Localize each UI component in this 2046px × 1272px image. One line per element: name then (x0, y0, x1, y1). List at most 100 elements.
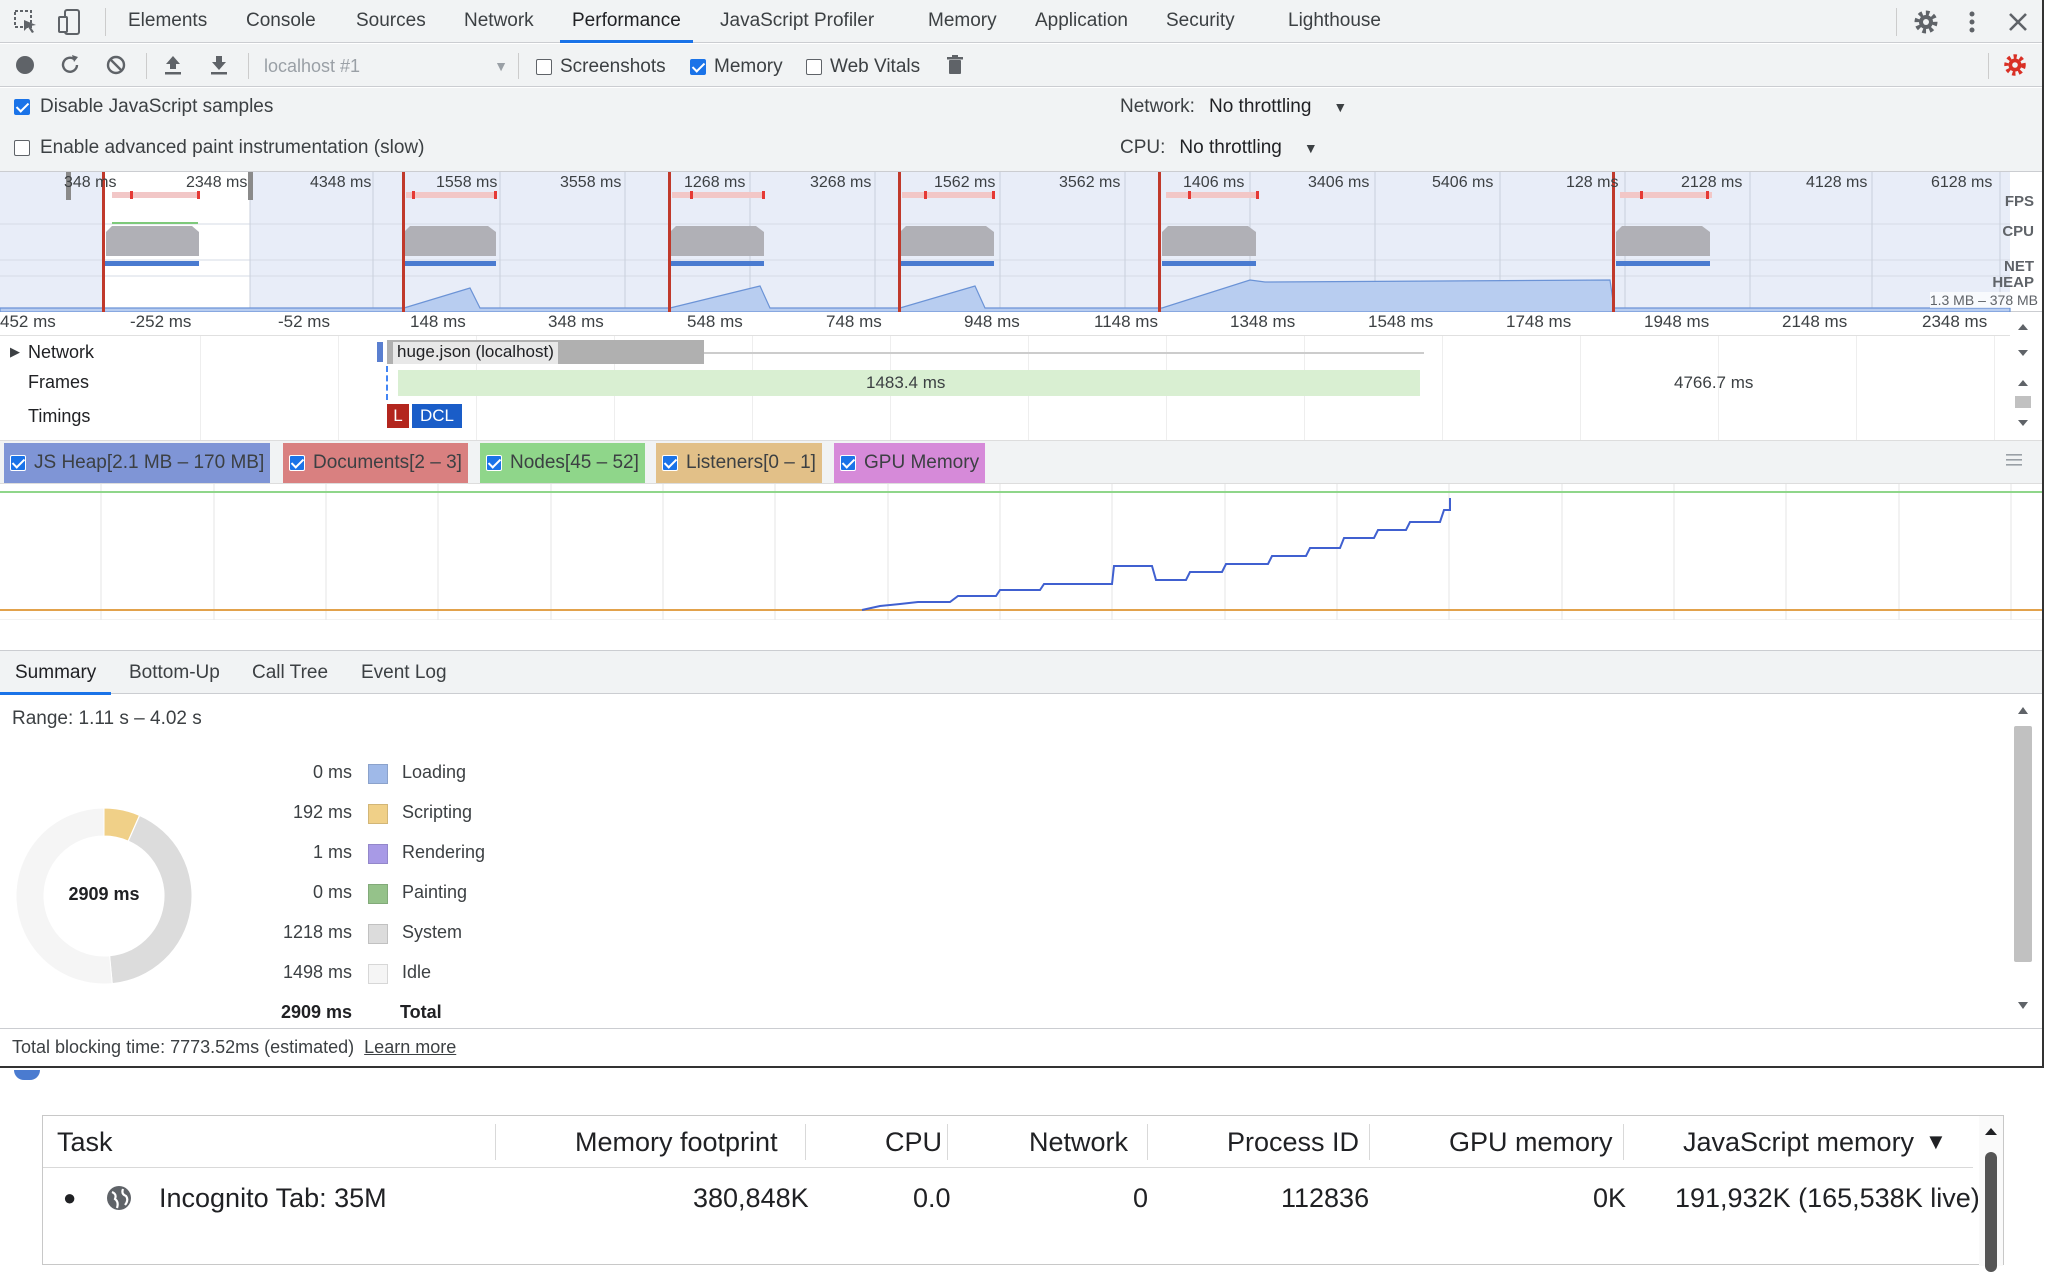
target-select[interactable]: localhost #1 ▼ (264, 53, 508, 79)
more-options-icon[interactable] (1958, 8, 1986, 36)
checkbox-checked[interactable] (14, 99, 30, 115)
legend-swatch (368, 764, 388, 784)
memory-checkbox[interactable]: Memory (690, 55, 783, 79)
tab-event-log[interactable]: Event Log (361, 662, 447, 683)
scroll-up-icon[interactable] (2016, 704, 2030, 716)
clear-icon[interactable] (103, 52, 129, 78)
tracks-scrollbar[interactable] (2012, 316, 2034, 440)
column-process-id[interactable]: Process ID (1227, 1127, 1360, 1157)
legend-value: 1218 ms (282, 922, 352, 942)
download-profile-icon[interactable] (206, 52, 232, 78)
tab-summary[interactable]: Summary (0, 651, 112, 695)
scroll-down-icon[interactable] (2016, 1000, 2030, 1012)
checkbox-unchecked[interactable] (536, 59, 552, 75)
record-icon[interactable] (12, 52, 38, 78)
memory-label: Memory (714, 56, 783, 77)
column-divider (947, 1124, 948, 1160)
tab-sources[interactable]: Sources (356, 10, 426, 31)
tab-network[interactable]: Network (464, 10, 534, 31)
devtools-window: Elements Console Sources Network Perform… (0, 0, 2044, 1068)
tab-call-tree[interactable]: Call Tree (252, 662, 329, 683)
column-gpu-memory[interactable]: GPU memory (1449, 1127, 1613, 1157)
task-name: Incognito Tab: 35M (159, 1183, 387, 1213)
checkbox-checked[interactable] (289, 455, 305, 471)
advanced-paint-checkbox[interactable]: Enable advanced paint instrumentation (s… (14, 137, 424, 159)
checkbox-unchecked[interactable] (806, 59, 822, 75)
drag-handle-icon[interactable] (2006, 453, 2022, 467)
column-cpu[interactable]: CPU (885, 1127, 943, 1157)
checkbox-checked[interactable] (10, 455, 26, 471)
counter-js-heap[interactable]: JS Heap[2.1 MB – 170 MB] (4, 443, 271, 483)
close-devtools-icon[interactable] (2004, 8, 2032, 36)
memory-counters-bar: JS Heap[2.1 MB – 170 MB] Documents[2 – 3… (0, 440, 2042, 484)
network-track-label[interactable]: Network (28, 342, 95, 362)
checkbox-checked[interactable] (690, 59, 706, 75)
ruler-tick: 1748 ms (1506, 312, 1572, 331)
web-vitals-checkbox[interactable]: Web Vitals (806, 55, 920, 79)
tab-bottom-up[interactable]: Bottom-Up (129, 662, 220, 683)
column-memory-footprint[interactable]: Memory footprint (575, 1127, 778, 1157)
tab-lighthouse[interactable]: Lighthouse (1288, 10, 1381, 31)
load-event-marker[interactable]: L (387, 404, 409, 428)
counter-gpu-memory[interactable]: GPU Memory (834, 443, 986, 483)
column-divider (1369, 1124, 1370, 1160)
tab-elements[interactable]: Elements (128, 10, 208, 31)
reload-record-icon[interactable] (57, 52, 83, 78)
frame-bar[interactable] (398, 370, 1420, 396)
sort-descending-icon[interactable]: ▼ (1925, 1129, 1947, 1154)
learn-more-link[interactable]: Learn more (364, 1037, 457, 1057)
settings-gear-icon[interactable] (1912, 8, 1940, 36)
overview-tick-label: 4348 ms (310, 174, 372, 191)
dom-content-loaded-marker[interactable]: DCL (412, 404, 462, 428)
counter-listeners[interactable]: Listeners[0 – 1] (656, 443, 822, 483)
screenshots-checkbox[interactable]: Screenshots (536, 55, 666, 79)
chevron-down-icon: ▼ (1333, 99, 1348, 115)
task-row[interactable]: ● Incognito Tab: 35M 380,848K 0.0 0 1128… (43, 1168, 1980, 1228)
expand-triangle-icon[interactable]: ▶ (10, 344, 20, 359)
overview-tick-label: 1406 ms (1183, 174, 1245, 191)
grid-line (1442, 336, 1443, 440)
checkbox-checked[interactable] (840, 455, 856, 471)
counter-label: Documents[2 – 3] (313, 452, 462, 473)
capture-settings-gear-icon[interactable] (2002, 52, 2028, 78)
inspect-element-icon[interactable] (12, 8, 40, 36)
tab-javascript-profiler[interactable]: JavaScript Profiler (720, 10, 875, 31)
scrollbar-thumb[interactable] (2014, 726, 2032, 962)
summary-scrollbar[interactable] (2012, 700, 2034, 1020)
scrollbar-thumb[interactable] (1985, 1152, 1997, 1272)
task-memory-footprint: 380,848K (693, 1183, 809, 1213)
tab-application[interactable]: Application (1035, 10, 1128, 31)
task-manager-header: Task Memory footprint CPU Network Proces… (43, 1116, 1973, 1168)
column-task[interactable]: Task (57, 1127, 113, 1157)
overview-tick-label: 128 ms (1566, 174, 1619, 191)
device-toolbar-icon[interactable] (56, 8, 84, 36)
cpu-throttling-select[interactable]: CPU: No throttling ▼ (1120, 137, 1318, 159)
tab-performance[interactable]: Performance (560, 0, 693, 43)
timeline-overview[interactable]: 348 ms 2348 ms 4348 ms 1558 ms 3558 ms 1… (0, 172, 2042, 312)
tab-console[interactable]: Console (246, 10, 316, 31)
summary-donut-chart (15, 807, 193, 985)
network-throttling-label: Network: (1120, 96, 1195, 117)
counter-nodes[interactable]: Nodes[45 – 52] (480, 443, 645, 483)
trash-collect-garbage-icon[interactable] (942, 52, 968, 78)
column-network[interactable]: Network (1029, 1127, 1129, 1157)
column-javascript-memory[interactable]: JavaScript memory (1683, 1127, 1915, 1157)
tab-security[interactable]: Security (1166, 10, 1235, 31)
cpu-throttling-label: CPU: (1120, 137, 1166, 158)
network-throttling-select[interactable]: Network: No throttling ▼ (1120, 96, 1347, 118)
ruler-tick: 1148 ms (1094, 312, 1158, 331)
overview-tick-label: 348 ms (64, 174, 117, 191)
upload-profile-icon[interactable] (160, 52, 186, 78)
scroll-up-icon[interactable] (1984, 1126, 1998, 1136)
target-select-value: localhost #1 (264, 56, 361, 76)
tab-memory[interactable]: Memory (928, 10, 997, 31)
overview-tick-label: 3268 ms (810, 174, 872, 191)
checkbox-unchecked[interactable] (14, 140, 30, 156)
disable-js-samples-checkbox[interactable]: Disable JavaScript samples (14, 96, 273, 118)
checkbox-checked[interactable] (662, 455, 678, 471)
task-manager-scrollbar[interactable] (1979, 1116, 2003, 1272)
overview-tick-label: 3406 ms (1308, 174, 1370, 191)
network-request-label[interactable]: huge.json (localhost) (393, 342, 558, 364)
checkbox-checked[interactable] (486, 455, 502, 471)
counter-documents[interactable]: Documents[2 – 3] (283, 443, 468, 483)
